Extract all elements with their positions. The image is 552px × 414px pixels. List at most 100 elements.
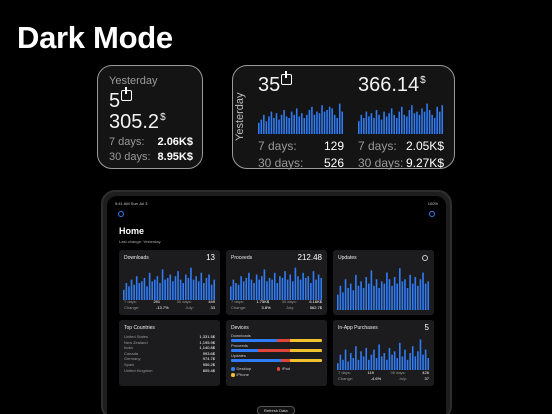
chart-bar: [276, 283, 279, 300]
chart-bar: [143, 277, 146, 300]
country-value: 1,331.5$: [199, 334, 215, 339]
status-time: 9:41 AM Sun Jul 3: [115, 201, 148, 206]
info-icon[interactable]: [118, 211, 124, 217]
chart-bar: [263, 269, 266, 300]
chart-bar: [423, 111, 426, 134]
iphone-segment: [290, 359, 322, 362]
chart-bar: [208, 274, 210, 300]
chart-bar: [355, 346, 357, 370]
refresh-icon[interactable]: [422, 255, 428, 261]
chart-bar: [304, 277, 307, 300]
chart-bar: [433, 118, 436, 134]
chart-bar: [355, 274, 357, 310]
chart-bar: [419, 339, 422, 370]
chart-bar: [424, 283, 427, 310]
devices-card[interactable]: Devices Downloads Proceeds Updates Deskt…: [226, 320, 327, 386]
stat-value: 449: [208, 299, 215, 304]
currency-symbol: $: [160, 112, 166, 123]
chart-bar: [438, 111, 441, 134]
chart-bar: [373, 349, 375, 370]
chart-bar: [409, 353, 411, 370]
settings-icon[interactable]: [429, 211, 435, 217]
in-app-purchases-card[interactable]: In-App Purchases 5 7 days: 119 30 days: 426…: [333, 320, 434, 386]
stat-value: 33: [210, 305, 215, 310]
chart-bar: [396, 283, 399, 310]
chart-bar: [182, 283, 185, 300]
chart-bar: [365, 111, 368, 134]
chart-bar: [378, 114, 380, 134]
stat-label: July:: [286, 305, 295, 310]
stat-label: 30 days:: [281, 299, 297, 304]
chart-bar: [148, 272, 151, 300]
chart-bar: [357, 285, 360, 310]
chart-bar: [281, 277, 284, 300]
chart-bar: [393, 114, 395, 134]
proceeds-card[interactable]: Proceeds 212.48 7 days: 1.75K$ 30 days: 6.1…: [226, 250, 327, 315]
chart-bar: [391, 354, 393, 370]
updates-card[interactable]: Updates: [333, 250, 434, 315]
stat-value: 291: [153, 299, 161, 304]
chart-bar: [375, 110, 378, 134]
chart-bar: [213, 279, 216, 300]
chart-bar: [398, 111, 401, 134]
chart-bar: [368, 116, 370, 134]
chart-bar: [421, 108, 423, 134]
chart-bar: [312, 271, 315, 300]
chart-bar: [311, 106, 313, 134]
chart-bar: [341, 111, 344, 134]
top-countries-card[interactable]: Top Countries United States 1,331.5$ New Z…: [119, 320, 220, 386]
hero-title: Dark Mode: [17, 20, 173, 55]
ipad-segment: [276, 339, 291, 342]
proceeds-column: 366.14$ 7 days: 2.05K$ 30 days: 9.27K$: [358, 74, 444, 170]
chart-bar: [395, 118, 398, 134]
chart-bar: [336, 118, 338, 134]
country-value: 974.7$: [202, 356, 215, 362]
chart-bar: [326, 110, 328, 134]
chart-bar: [258, 122, 260, 134]
chart-bar: [401, 106, 403, 134]
chart-bar: [347, 361, 349, 370]
chart-bar: [294, 267, 297, 300]
country-value: 1,140.8$: [199, 345, 215, 351]
stat-label: 7 days:: [124, 299, 137, 304]
card-title: Updates: [338, 255, 357, 261]
ipad-segment: [281, 359, 291, 362]
chart-bar: [265, 121, 268, 134]
chart-bar: [270, 111, 273, 134]
refresh-data-button[interactable]: Refresh Data: [257, 406, 295, 414]
chart-bar: [299, 279, 302, 300]
chart-bar: [293, 114, 295, 134]
chart-bar: [172, 281, 174, 300]
chart-bar: [344, 279, 347, 310]
chart-bar: [133, 284, 135, 300]
country-row: Spain 956.2$: [124, 362, 215, 368]
stat-value: 6.16K$: [309, 299, 322, 304]
chart-bar: [385, 116, 388, 134]
chart-bar: [417, 351, 419, 370]
wide-widget[interactable]: Yesterday 35 7 days: 129 30 days: 526 36…: [232, 65, 455, 170]
chart-bar: [313, 114, 316, 134]
chart-bar: [292, 281, 294, 300]
stat-label: 7 days:: [109, 136, 145, 148]
desktop-dot: [231, 367, 235, 371]
chart-bar: [441, 105, 444, 134]
chart-bar: [187, 277, 190, 300]
chart-bar: [169, 274, 172, 300]
chart-bar: [401, 281, 404, 310]
chart-bar: [235, 283, 237, 300]
chart-bar: [146, 286, 148, 300]
chart-bar: [383, 111, 385, 134]
yesterday-label: Yesterday: [109, 75, 158, 87]
chart-bar: [386, 272, 388, 310]
small-widget[interactable]: Yesterday 5 305.2$ 7 days: 2.06K$ 30 day…: [97, 65, 203, 169]
downloads-card[interactable]: Downloads 13 7 days: 291 30 days: 449 Chang…: [119, 250, 220, 315]
stat-value: 3.8%: [261, 305, 271, 310]
card-stats: 7 days: 119 30 days: 426 Change: -4.6% July: 3…: [338, 370, 429, 382]
chart-bar: [403, 114, 406, 134]
chart-bar: [337, 363, 339, 370]
chart-bar: [289, 274, 292, 300]
chart-bar: [347, 288, 349, 310]
stat-label: 7 days:: [358, 139, 397, 153]
downloads-count: 5: [109, 87, 133, 113]
proceeds-amount: 305.2$: [109, 111, 166, 134]
